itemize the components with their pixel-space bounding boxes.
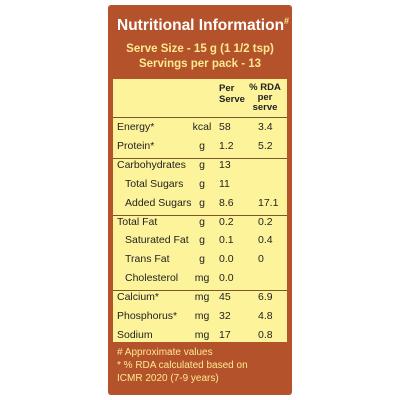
per-serve: 11	[219, 177, 230, 190]
per-serve: 8.6	[219, 196, 234, 209]
nutrient-name: Total Sugars	[125, 177, 184, 190]
rda: 5.2	[258, 139, 273, 152]
rda: 0	[258, 253, 264, 266]
nutrient-name: Cholesterol	[125, 272, 179, 285]
unit: g	[199, 139, 205, 152]
nutrient-name: Trans Fat	[125, 253, 170, 266]
unit: g	[199, 234, 205, 247]
per-serve: 1.2	[219, 139, 234, 152]
header-rule	[113, 117, 287, 118]
nutrient-name: Energy*	[117, 121, 155, 133]
per-serve: 45	[219, 291, 231, 304]
per-serve: 58	[219, 121, 231, 133]
per-serve: 13	[219, 158, 231, 171]
unit: mg	[194, 310, 210, 322]
nutrient-name: Protein*	[117, 139, 155, 152]
nutrient-name: Added Sugars	[125, 196, 192, 209]
unit: kcal	[192, 121, 212, 133]
rda-header: per	[257, 92, 273, 103]
unit: g	[199, 177, 205, 190]
nutrient-name: Phosphorus*	[117, 310, 178, 322]
per-serve: 0.0	[219, 253, 234, 266]
nutrient-name: Total Fat	[117, 215, 158, 228]
section-rule	[113, 290, 287, 292]
per-serve: 0.1	[219, 234, 234, 247]
rda: 17.1	[258, 196, 279, 209]
rda: 0.8	[258, 328, 273, 341]
footnote: ICMR 2020 (7-9 years)	[117, 373, 219, 384]
nutrient-name: Sodium	[117, 328, 153, 341]
serve-size: Serve Size - 15 g (1 1/2 tsp)	[126, 43, 274, 55]
unit: mg	[194, 328, 210, 341]
rda: 0.2	[258, 215, 273, 228]
rda-header: % RDA	[249, 82, 281, 93]
per-serve: 17	[219, 328, 231, 341]
servings: Servings per pack - 13	[138, 58, 262, 70]
unit: g	[199, 253, 205, 266]
unit: g	[199, 196, 205, 209]
unit: g	[199, 158, 205, 171]
section-rule	[113, 214, 287, 216]
unit: g	[199, 215, 205, 228]
per-serve: 0.0	[219, 272, 234, 285]
rda: 3.4	[258, 121, 273, 133]
footnote: * % RDA calculated based on	[117, 360, 248, 371]
rda-header: serve	[252, 102, 278, 113]
section-rule	[113, 157, 287, 159]
nutrient-name: Calcium*	[117, 291, 160, 304]
rda: 0.4	[258, 234, 273, 247]
nutrition-table	[113, 79, 287, 342]
per-serve: 32	[219, 310, 231, 322]
rda: 6.9	[258, 291, 273, 304]
per-serve: 0.2	[219, 215, 234, 228]
per-serve-header: Per	[219, 83, 235, 94]
nutrient-name: Carbohydrates	[117, 158, 186, 171]
per-serve-header: Serve	[219, 94, 245, 105]
unit: mg	[194, 272, 210, 285]
footnote: # Approximate values	[117, 347, 213, 358]
title: Nutritional Information#	[117, 16, 290, 34]
unit: mg	[194, 291, 210, 304]
rda: 4.8	[258, 310, 273, 322]
nutrient-name: Saturated Fat	[125, 234, 189, 247]
